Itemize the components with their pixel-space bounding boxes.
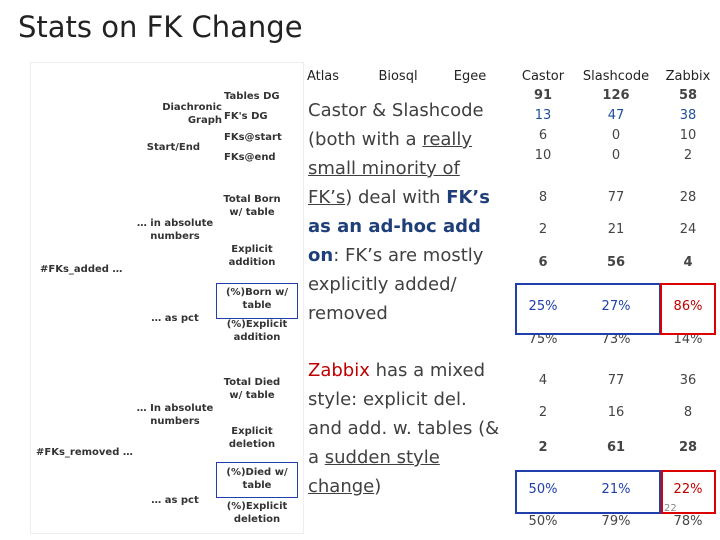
cell: 79%: [601, 514, 631, 529]
row-label: Tables DG: [224, 91, 280, 102]
row-label: Total Died w/ table: [223, 377, 281, 401]
column-header: Zabbix: [665, 69, 711, 84]
row-label: FKs@end: [224, 152, 276, 163]
column-header: Atlas: [306, 69, 340, 84]
cell: 47: [607, 108, 625, 123]
cell: 2: [538, 405, 548, 420]
cell: 77: [607, 373, 625, 388]
column-header: Egee: [453, 69, 487, 84]
cell: 2: [538, 440, 548, 455]
cell: 8: [683, 405, 693, 420]
group-label: … In absolute numbers: [136, 403, 214, 427]
cell: 21%: [601, 482, 631, 497]
cell: 8: [538, 190, 548, 205]
row-label: Explicit addition: [228, 244, 276, 268]
cell: 24: [679, 222, 697, 237]
cell: 0: [611, 148, 621, 163]
callout-text: Castor & Slashcode (both with a: [308, 100, 484, 150]
group-label: #FKs_removed …: [36, 447, 133, 458]
callout-text: sudden style change: [308, 447, 440, 497]
highlight-box: [515, 283, 661, 335]
cell: 78%: [673, 514, 703, 529]
callout-text: really small minority of FK’s: [308, 129, 473, 208]
group-label: … as pct: [151, 495, 199, 506]
group-label: … in absolute numbers: [136, 218, 214, 242]
highlight-box: [661, 470, 716, 514]
title: Stats on FK Change: [18, 10, 303, 44]
callout-text: has a mixed style: explicit del. and add…: [308, 360, 500, 468]
cell: 22%: [673, 482, 703, 497]
cell: 77: [607, 190, 625, 205]
cell: 61: [606, 440, 626, 455]
row-label: (%)Born w/ table: [225, 287, 289, 311]
cell: 28: [679, 190, 697, 205]
cell: 6: [538, 128, 548, 143]
cell: 50%: [528, 514, 558, 529]
group-label: Diachronic Graph: [162, 102, 222, 126]
cell: 56: [606, 255, 626, 270]
highlight-box: [660, 283, 716, 335]
cell: 86%: [673, 299, 703, 314]
row-label: (%)Explicit deletion: [226, 501, 288, 525]
cell: 28: [678, 440, 698, 455]
label-box: [216, 283, 298, 319]
cell: 36: [679, 373, 697, 388]
label-panel: [30, 62, 304, 534]
callout: Zabbix has a mixed style: explicit del. …: [308, 356, 504, 501]
cell: 10: [534, 148, 552, 163]
callout-text: ): [374, 476, 382, 497]
cell: 91: [533, 88, 553, 103]
callout: Castor & Slashcode (both with a really s…: [308, 96, 504, 328]
cell: 2: [538, 222, 548, 237]
cell: 38: [679, 108, 697, 123]
cell: 0: [611, 128, 621, 143]
cell: 73%: [601, 332, 631, 347]
cell: 4: [538, 373, 548, 388]
cell: 13: [534, 108, 552, 123]
group-label: #FKs_added …: [40, 264, 123, 275]
cell: 6: [538, 255, 548, 270]
callout-text: FK’s as an ad-hoc add on: [308, 187, 490, 266]
cell: 75%: [528, 332, 558, 347]
column-header: Castor: [521, 69, 565, 84]
group-label: Start/End: [146, 142, 200, 153]
cell: 14%: [673, 332, 703, 347]
cell: 126: [602, 88, 630, 103]
callout-text: Zabbix: [308, 360, 370, 381]
row-label: FKs@start: [224, 132, 282, 143]
group-label: … as pct: [151, 313, 199, 324]
cell: 27%: [601, 299, 631, 314]
row-label: (%)Explicit addition: [226, 319, 288, 343]
cell: 50%: [528, 482, 558, 497]
cell: 4: [683, 255, 693, 270]
row-label: (%)Died w/ table: [226, 467, 288, 491]
callout-text: ) deal with: [345, 187, 447, 208]
cell: 21: [607, 222, 625, 237]
column-header: Biosql: [378, 69, 418, 84]
label-box: [216, 462, 298, 498]
highlight-box: [515, 470, 661, 514]
cell: 16: [607, 405, 625, 420]
callout-text: : FK’s are mostly explicitly added/ remo…: [308, 245, 484, 324]
row-label: Explicit deletion: [228, 426, 276, 450]
row-label: Total Born w/ table: [223, 194, 281, 218]
cell: 10: [679, 128, 697, 143]
cell: 25%: [528, 299, 558, 314]
column-header: Slashcode: [582, 69, 650, 84]
row-label: FK's DG: [224, 111, 268, 122]
page-number: 22: [664, 503, 677, 514]
cell: 2: [683, 148, 693, 163]
cell: 58: [678, 88, 698, 103]
